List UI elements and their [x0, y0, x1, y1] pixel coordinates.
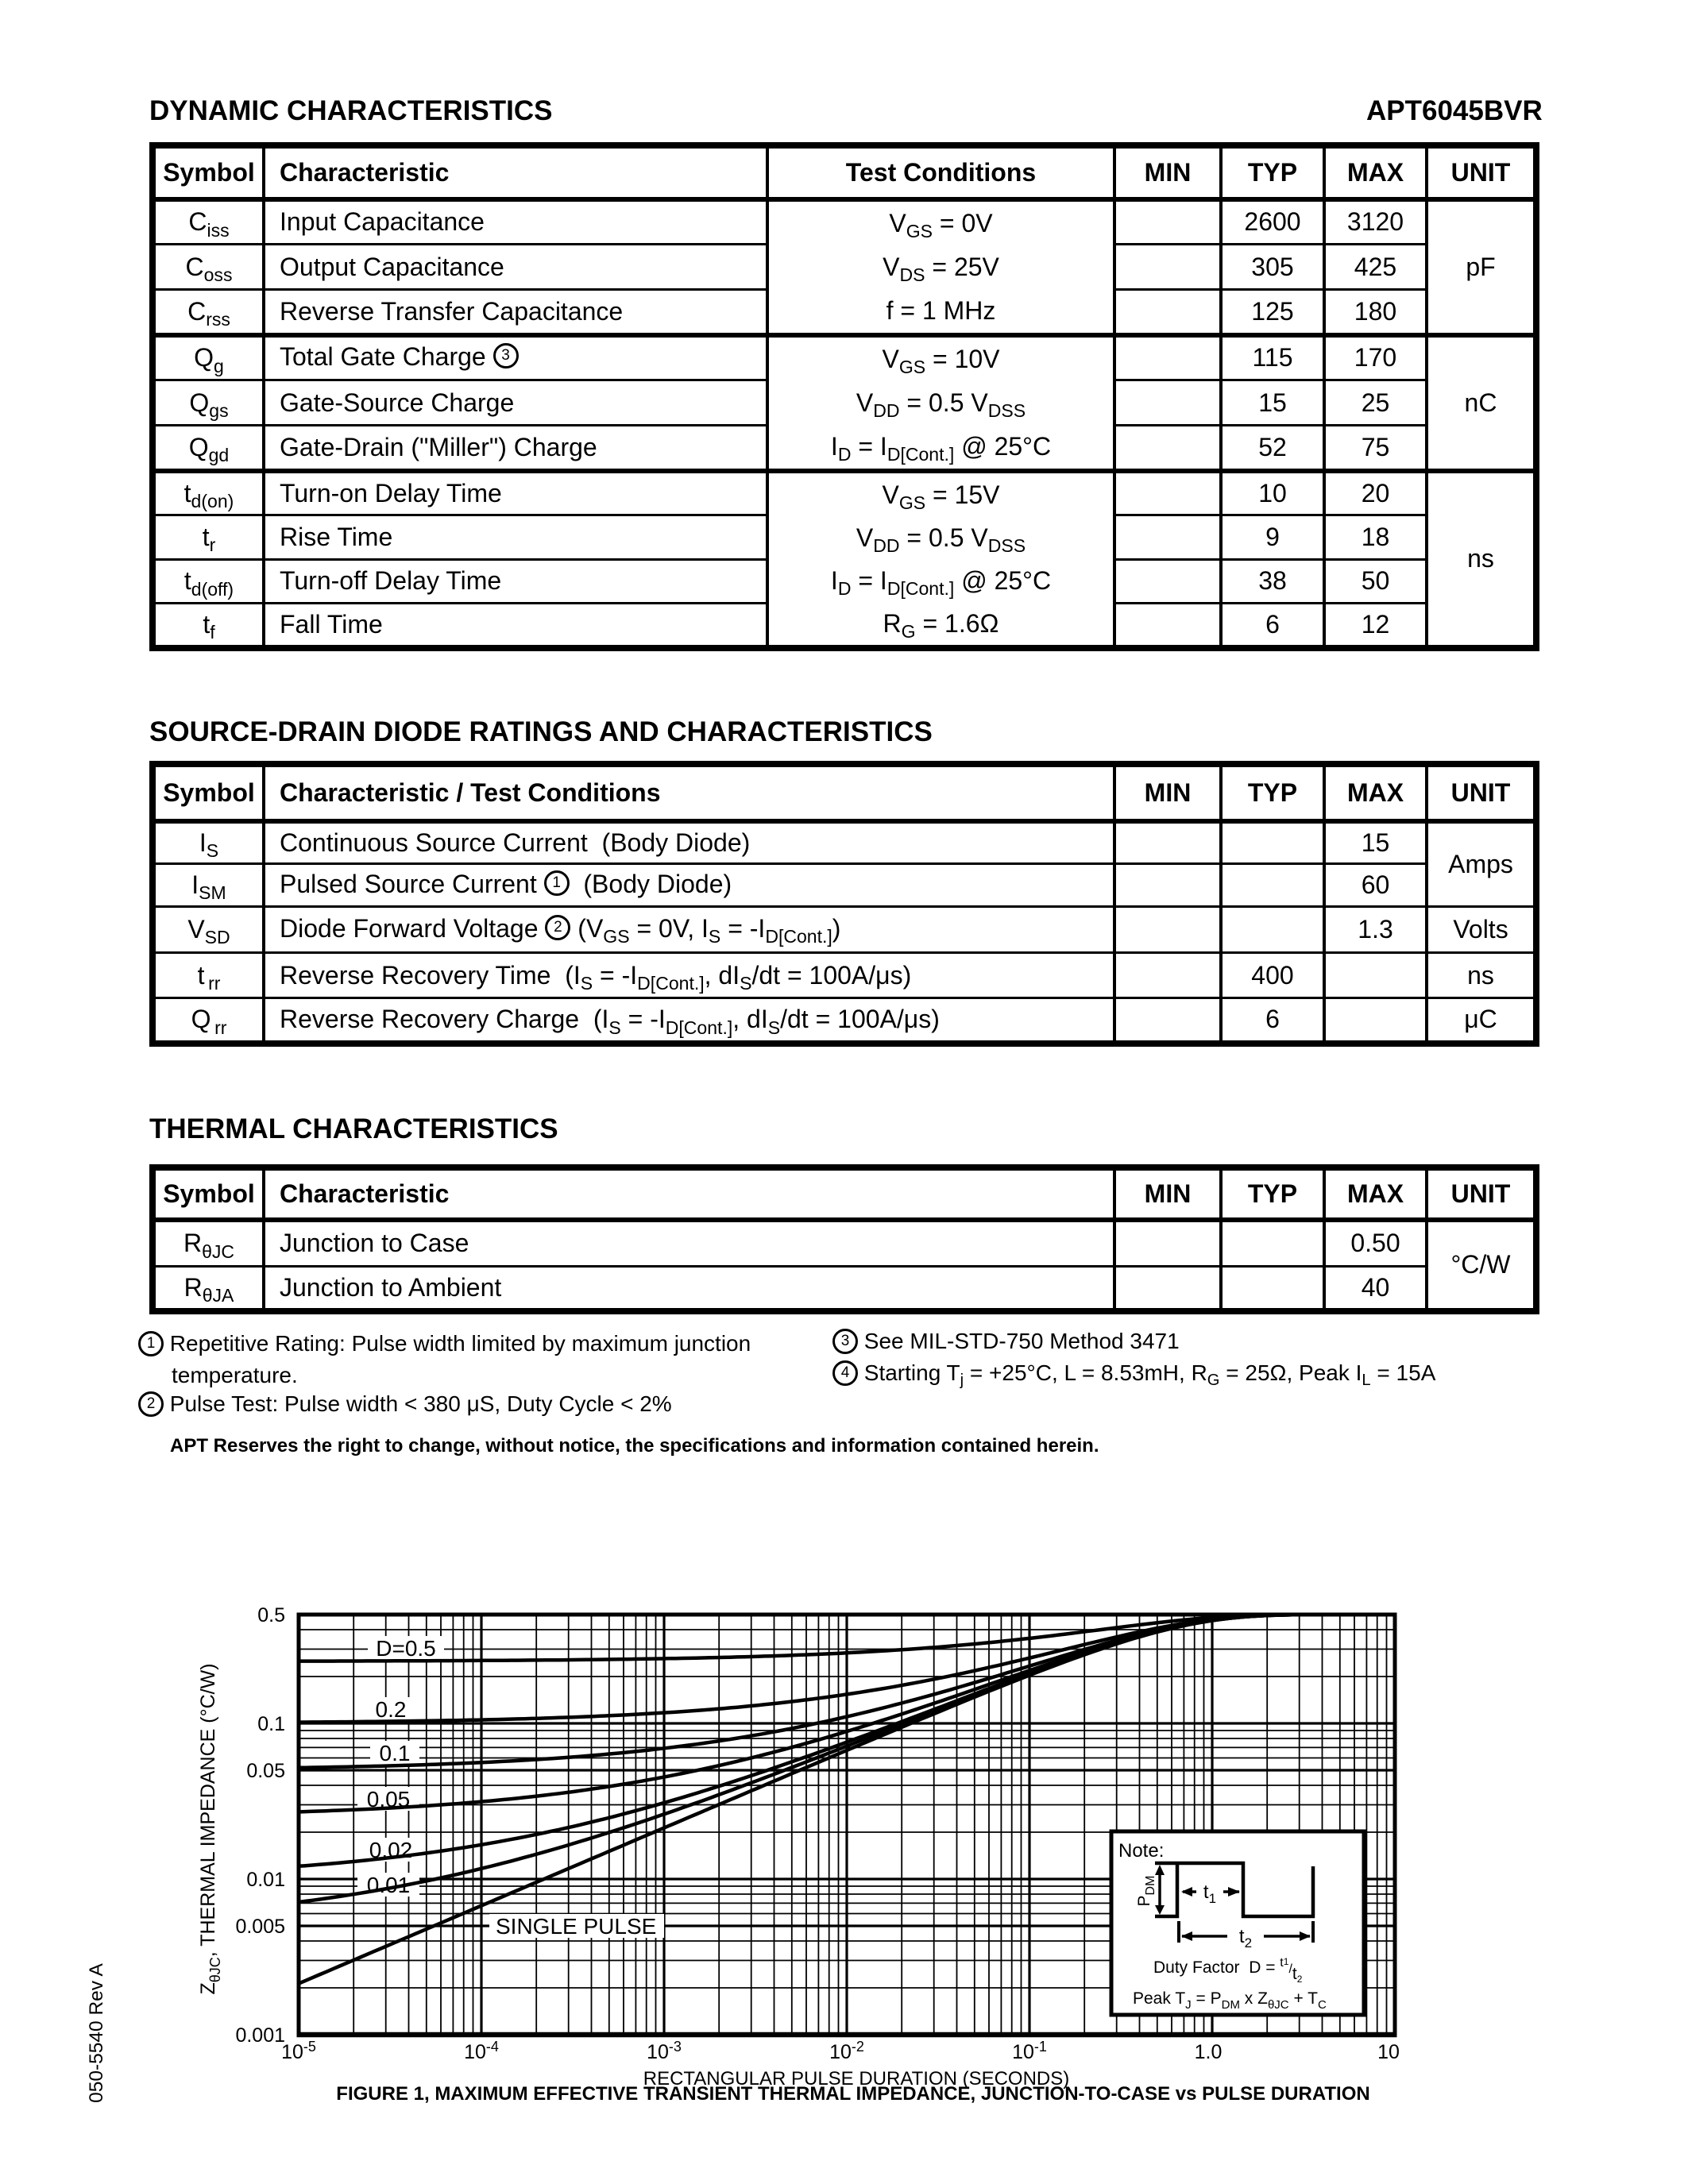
- svg-text:10-4: 10-4: [464, 2039, 499, 2063]
- svg-text:D=0.5: D=0.5: [376, 1636, 436, 1661]
- svg-text:10-1: 10-1: [1012, 2039, 1047, 2063]
- svg-text:SINGLE PULSE: SINGLE PULSE: [496, 1914, 656, 1939]
- svg-text:0.001: 0.001: [235, 2024, 285, 2047]
- svg-text:050-5540 Rev A: 050-5540 Rev A: [86, 1962, 107, 2102]
- svg-text:10-3: 10-3: [647, 2039, 682, 2063]
- svg-text:10-5: 10-5: [281, 2039, 316, 2063]
- svg-text:1.0: 1.0: [1195, 2041, 1223, 2063]
- svg-text:10: 10: [1377, 2041, 1400, 2063]
- svg-text:ZθJC, THERMAL IMPEDANCE (°C/W): ZθJC, THERMAL IMPEDANCE (°C/W): [197, 1663, 223, 1994]
- svg-text:0.05: 0.05: [246, 1760, 285, 1782]
- svg-text:0.2: 0.2: [376, 1697, 407, 1722]
- svg-text:10-2: 10-2: [829, 2039, 864, 2063]
- svg-text:0.1: 0.1: [380, 1741, 411, 1765]
- svg-text:Note:: Note:: [1118, 1840, 1164, 1862]
- svg-text:0.1: 0.1: [257, 1713, 285, 1735]
- svg-text:0.01: 0.01: [246, 1869, 285, 1891]
- svg-text:FIGURE 1, MAXIMUM EFFECTIVE TR: FIGURE 1, MAXIMUM EFFECTIVE TRANSIENT TH…: [336, 2083, 1369, 2105]
- svg-text:0.5: 0.5: [257, 1604, 285, 1626]
- svg-text:0.005: 0.005: [235, 1916, 285, 1938]
- svg-text:RECTANGULAR PULSE DURATION (SE: RECTANGULAR PULSE DURATION (SECONDS): [643, 2068, 1070, 2089]
